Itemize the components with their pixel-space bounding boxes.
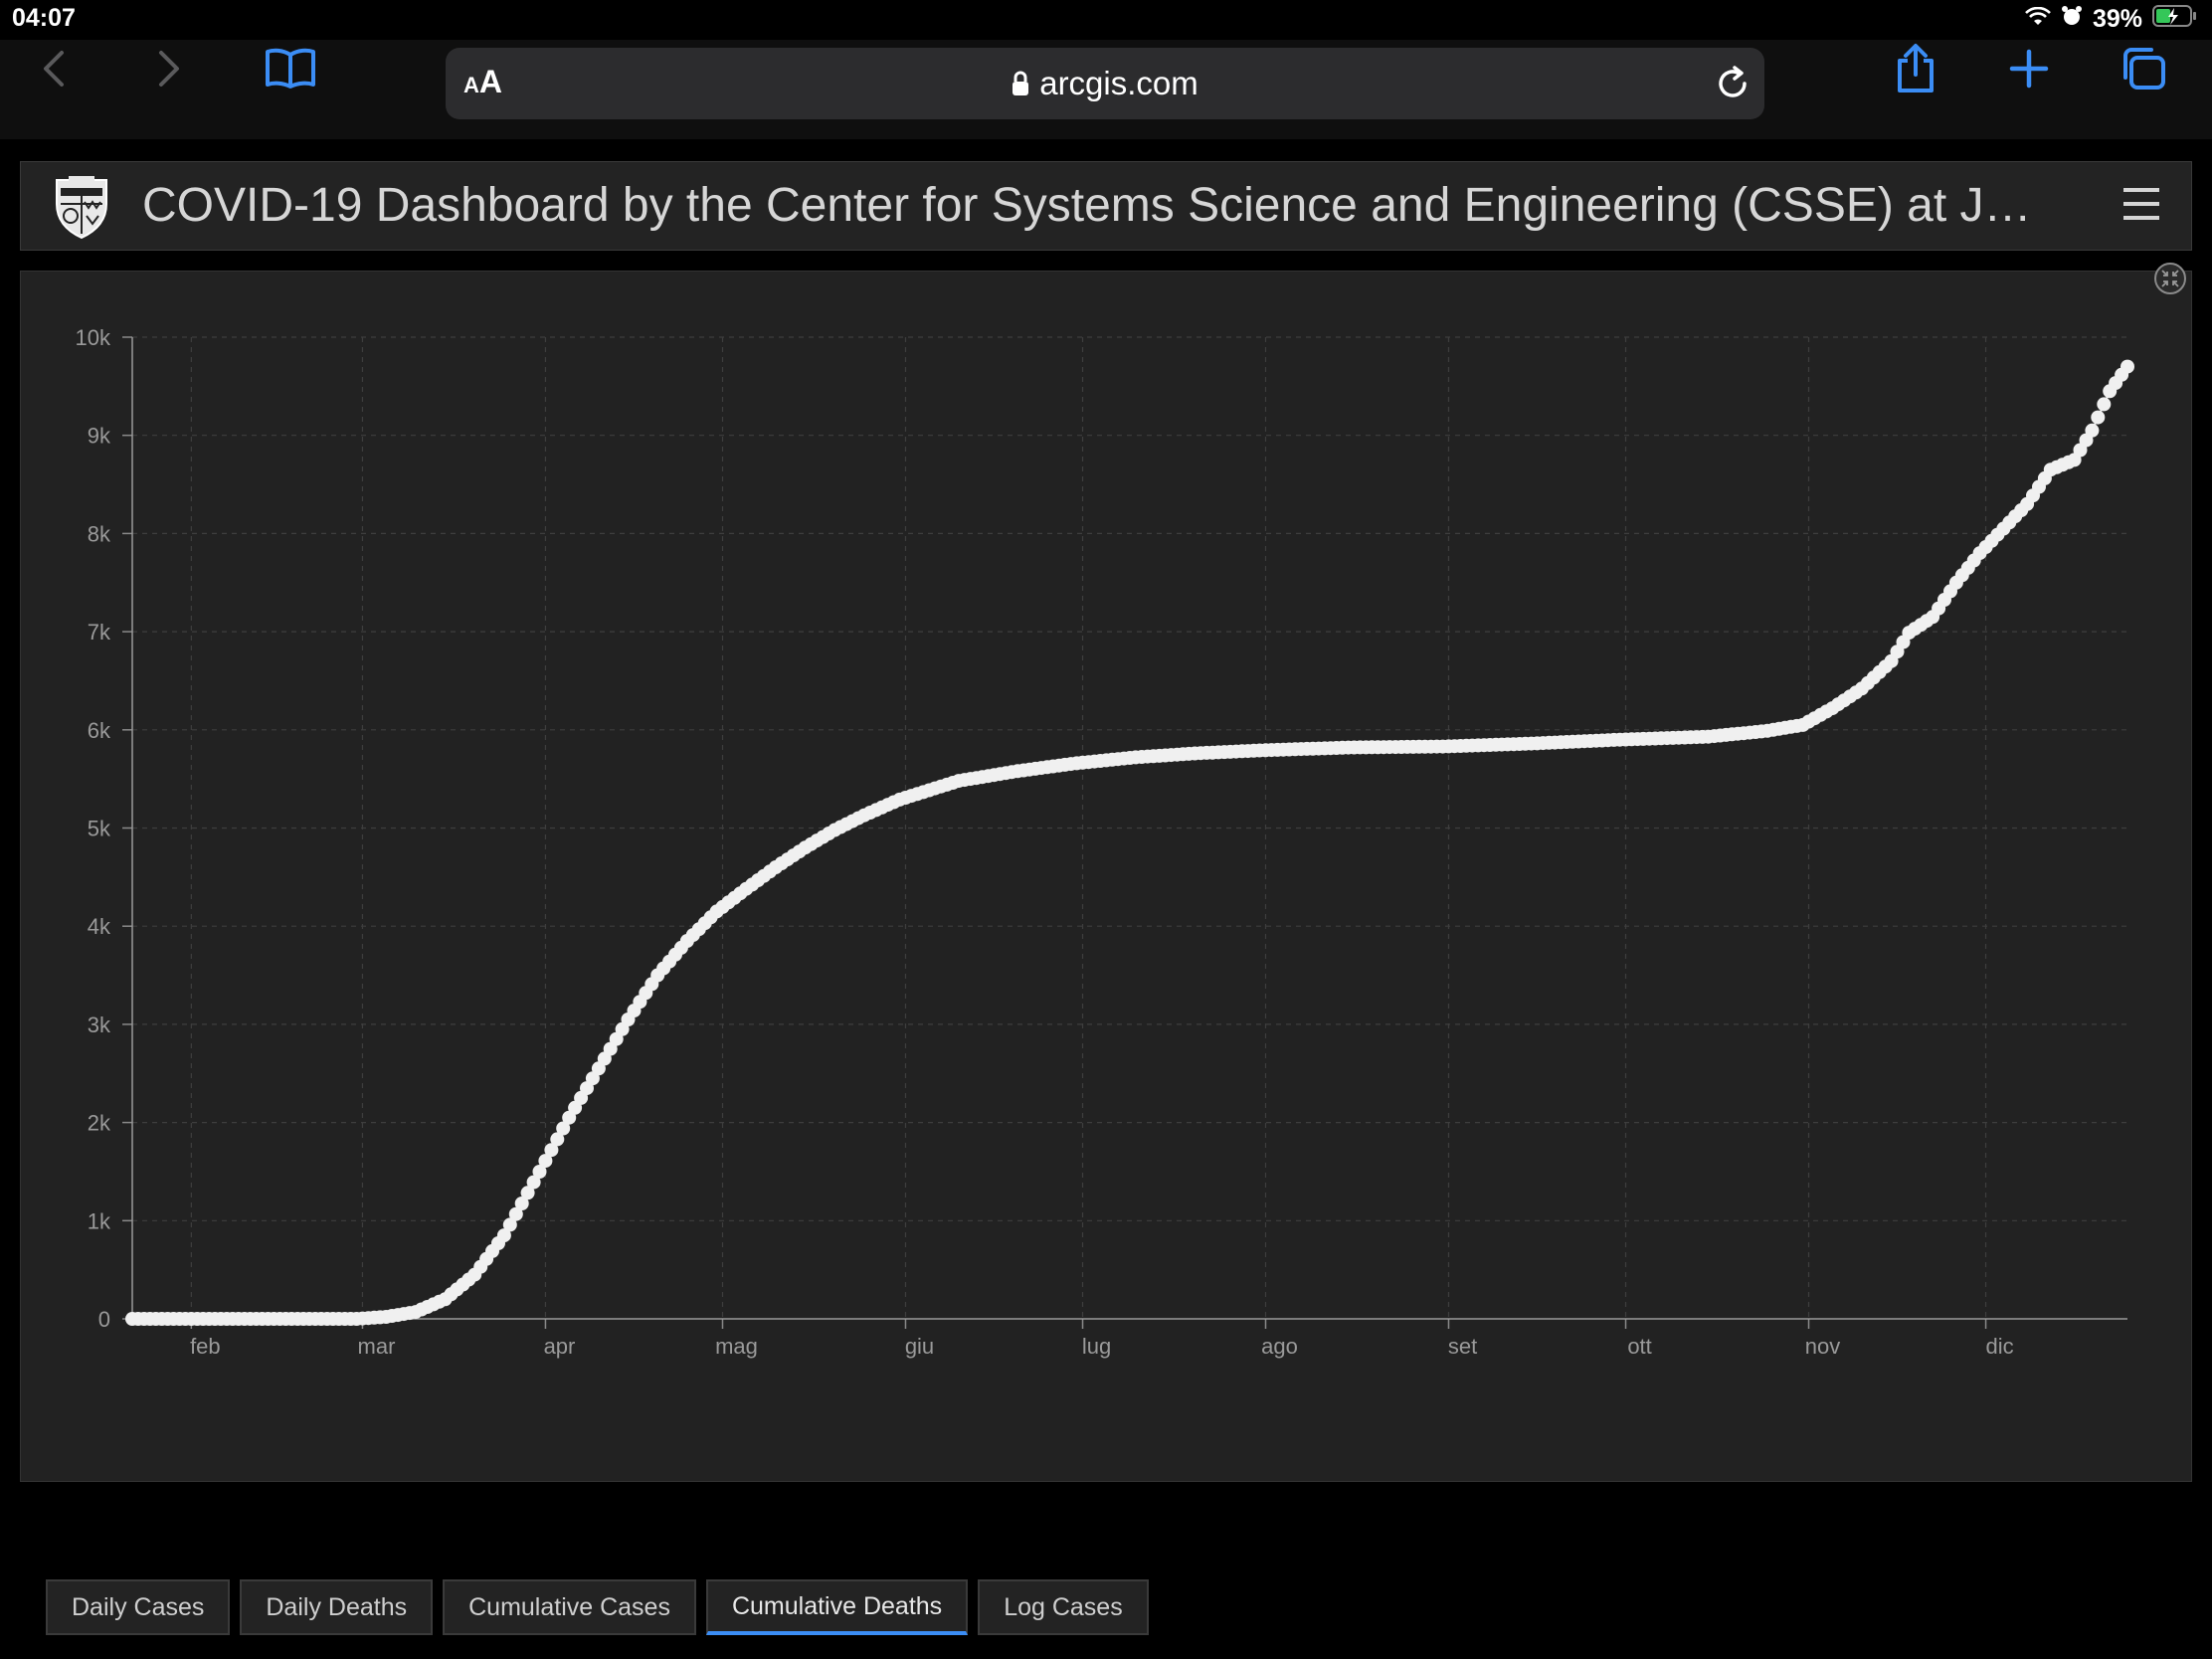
- data-point: [538, 1154, 553, 1169]
- hamburger-menu-icon[interactable]: [2121, 186, 2161, 227]
- chart-panel: 0 1k 2k 3k 4k 5k 6k 7k 8k 9k 10k feb mar apr mag giu lug…: [20, 263, 2192, 1482]
- data-point: [2091, 410, 2106, 425]
- tabs-overview-icon[interactable]: [2119, 44, 2168, 93]
- x-tick-label: mag: [715, 1334, 758, 1359]
- tab-daily-cases[interactable]: Daily Cases: [46, 1579, 231, 1635]
- dashboard-app: COVID-19 Dashboard by the Center for Sys…: [0, 139, 2212, 1659]
- status-bar: 04:07 39%: [0, 0, 2212, 40]
- x-tick-label: ott: [1627, 1334, 1651, 1359]
- lock-icon: [1012, 67, 1029, 104]
- data-point: [520, 1186, 535, 1200]
- cumulative-deaths-chart: 0 1k 2k 3k 4k 5k 6k 7k 8k 9k 10k feb mar apr mag giu lug…: [76, 325, 2134, 1359]
- y-tick-label: 7k: [88, 620, 111, 645]
- y-tick-label: 2k: [88, 1111, 111, 1136]
- y-tick-label: 3k: [88, 1013, 111, 1037]
- tab-log-cases[interactable]: Log Cases: [978, 1579, 1149, 1635]
- y-tick-label: 1k: [88, 1208, 111, 1233]
- data-point: [2120, 359, 2134, 374]
- tab-daily-deaths[interactable]: Daily Deaths: [240, 1579, 434, 1635]
- data-point: [2097, 397, 2112, 412]
- y-tick-label: 0: [98, 1307, 110, 1332]
- address-bar[interactable]: AA arcgis.com: [446, 48, 1764, 119]
- data-point: [544, 1143, 559, 1158]
- alarm-icon: [2061, 5, 2083, 34]
- reader-text-size-button[interactable]: AA: [463, 64, 502, 99]
- y-tick-label: 8k: [88, 521, 111, 546]
- data-point: [532, 1165, 547, 1179]
- chart-tabs: Daily Cases Daily Deaths Cumulative Case…: [46, 1579, 1149, 1635]
- tab-cumulative-deaths[interactable]: Cumulative Deaths: [705, 1579, 969, 1635]
- battery-icon: [2152, 4, 2198, 35]
- x-tick-label: apr: [544, 1334, 576, 1359]
- y-tick-label: 9k: [88, 424, 111, 449]
- status-right: 39%: [2025, 4, 2198, 35]
- jhu-shield-logo-icon: [51, 174, 112, 245]
- forward-chevron-icon[interactable]: [151, 44, 187, 93]
- data-point: [556, 1121, 571, 1136]
- y-tick-label: 4k: [88, 914, 111, 939]
- dashboard-title: COVID-19 Dashboard by the Center for Sys…: [142, 179, 2032, 232]
- x-tick-label: set: [1448, 1334, 1477, 1359]
- data-point: [526, 1175, 541, 1190]
- x-tick-label: feb: [190, 1334, 221, 1359]
- x-tick-label: nov: [1805, 1334, 1840, 1359]
- bookmarks-book-icon[interactable]: [263, 44, 318, 93]
- x-tick-label: mar: [358, 1334, 396, 1359]
- share-icon[interactable]: [1890, 44, 1941, 93]
- data-point: [2085, 423, 2100, 438]
- data-point: [496, 1228, 511, 1243]
- data-point: [550, 1132, 565, 1147]
- x-tick-label: dic: [1986, 1334, 2014, 1359]
- y-tick-label: 5k: [88, 817, 111, 841]
- status-time: 04:07: [12, 4, 76, 32]
- wifi-icon: [2025, 5, 2051, 34]
- battery-percent: 39%: [2092, 5, 2142, 33]
- y-tick-label: 6k: [88, 718, 111, 743]
- reload-icon[interactable]: [1715, 64, 1751, 106]
- new-tab-plus-icon[interactable]: [2005, 44, 2053, 93]
- x-tick-label: ago: [1261, 1334, 1298, 1359]
- x-tick-label: giu: [905, 1334, 934, 1359]
- url-host[interactable]: arcgis.com: [446, 65, 1764, 104]
- data-point: [514, 1197, 529, 1210]
- y-tick-label: 10k: [76, 325, 111, 350]
- dashboard-header: COVID-19 Dashboard by the Center for Sys…: [20, 161, 2192, 251]
- series-line: [132, 366, 2128, 1320]
- x-tick-label: lug: [1082, 1334, 1111, 1359]
- data-point: [508, 1206, 523, 1221]
- collapse-icon[interactable]: [2153, 262, 2187, 300]
- data-point: [502, 1217, 517, 1232]
- back-chevron-icon[interactable]: [36, 44, 72, 93]
- tab-cumulative-cases[interactable]: Cumulative Cases: [443, 1579, 696, 1635]
